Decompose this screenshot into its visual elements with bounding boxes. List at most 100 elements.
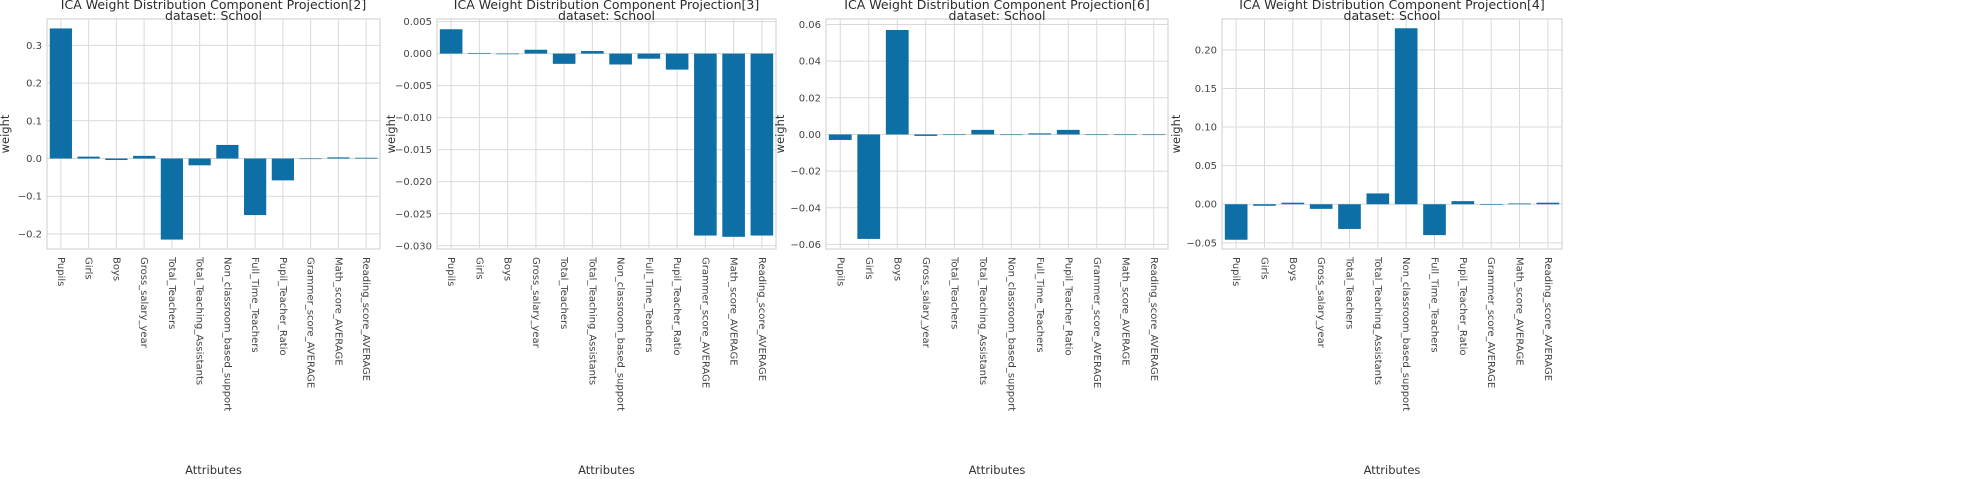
bar-0 bbox=[439, 29, 463, 54]
x-tick-label: Boys bbox=[1287, 257, 1298, 281]
y-tick-label: −0.02 bbox=[790, 167, 821, 178]
y-tick-label: −0.010 bbox=[395, 113, 432, 124]
y-axis-label: weight bbox=[1169, 114, 1183, 153]
y-tick-label: 0.04 bbox=[799, 57, 821, 68]
x-tick-label: Math_score_AVERAGE bbox=[1119, 257, 1130, 366]
y-tick-label: −0.1 bbox=[18, 192, 42, 203]
x-tick-label: Pupils bbox=[55, 257, 66, 286]
chart-title: ICA Weight Distribution Component Projec… bbox=[61, 0, 366, 12]
plot-area bbox=[1221, 18, 1563, 250]
bar-8 bbox=[665, 53, 689, 70]
x-tick-label: Boys bbox=[502, 257, 513, 281]
bar-10 bbox=[722, 53, 745, 237]
bar-2 bbox=[885, 29, 909, 135]
x-tick-label: Pupils bbox=[834, 257, 845, 286]
y-tick-label: −0.025 bbox=[395, 209, 432, 220]
bar-6 bbox=[609, 53, 632, 65]
y-tick-label: 0.06 bbox=[799, 20, 821, 31]
bar-2 bbox=[105, 158, 128, 161]
y-tick-label: −0.04 bbox=[790, 203, 821, 214]
x-tick-label: Girls bbox=[1259, 257, 1270, 280]
y-tick-label: 0.05 bbox=[1195, 161, 1217, 172]
bar-5 bbox=[581, 51, 604, 54]
y-tick-label: −0.030 bbox=[395, 241, 432, 252]
bar-6 bbox=[216, 144, 239, 159]
y-axis-label: weight bbox=[384, 114, 398, 153]
x-tick-label: Reading_score_AVERAGE bbox=[360, 257, 371, 381]
y-tick-label: 0.10 bbox=[1195, 123, 1217, 134]
x-tick-label: Full_Time_Teachers bbox=[1034, 257, 1045, 353]
y-tick-label: 0.2 bbox=[26, 79, 42, 90]
x-tick-label: Girls bbox=[863, 257, 874, 280]
bar-0 bbox=[49, 28, 72, 159]
x-tick-label: Total_Teaching_Assistants bbox=[586, 256, 597, 385]
bar-3 bbox=[133, 155, 156, 159]
bar-0 bbox=[828, 134, 852, 140]
chart-panel-2: 0.005 0.000 −0.005 −0.010 −0.015 −0.020 −0.025… bbox=[384, 0, 777, 477]
bar-0 bbox=[1224, 204, 1248, 240]
y-tick-label: 0.02 bbox=[799, 93, 821, 104]
y-tick-label: 0.00 bbox=[1195, 200, 1217, 211]
y-axis-label: weight bbox=[773, 114, 787, 153]
x-tick-label: Non_classroom_based_support bbox=[1400, 257, 1411, 411]
x-tick-label: Total_Teaching_Assistants bbox=[1372, 256, 1383, 385]
chart-title: ICA Weight Distribution Component Projec… bbox=[1239, 0, 1544, 12]
x-tick-label: Gross_salary_year bbox=[530, 257, 541, 349]
bar-6 bbox=[1394, 28, 1418, 205]
x-tick-label: Gross_salary_year bbox=[920, 257, 931, 349]
x-tick-label: Grammer_score_AVERAGE bbox=[305, 257, 316, 388]
x-tick-label: Reading_score_AVERAGE bbox=[1148, 257, 1159, 381]
x-tick-label: Full_Time_Teachers bbox=[1429, 257, 1440, 353]
bar-4 bbox=[552, 53, 576, 64]
x-tick-label: Total_Teachers bbox=[1344, 256, 1355, 329]
bar-10 bbox=[1508, 203, 1531, 205]
x-tick-label: Grammer_score_AVERAGE bbox=[1091, 257, 1102, 388]
bar-7 bbox=[1028, 133, 1052, 135]
bar-5 bbox=[971, 129, 995, 135]
x-tick-label: Total_Teaching_Assistants bbox=[977, 256, 988, 385]
x-tick-label: Pupil_Teacher_Ratio bbox=[671, 257, 682, 356]
bar-8 bbox=[1451, 201, 1475, 205]
x-tick-label: Non_classroom_based_support bbox=[221, 257, 232, 411]
bar-4 bbox=[942, 134, 966, 136]
chart-subtitle: dataset: School bbox=[165, 8, 262, 23]
x-tick-label: Full_Time_Teachers bbox=[249, 257, 260, 353]
x-tick-label: Pupils bbox=[445, 257, 456, 286]
bar-10 bbox=[1113, 134, 1137, 136]
x-tick-label: Total_Teachers bbox=[166, 256, 177, 329]
x-tick-label: Math_score_AVERAGE bbox=[1514, 257, 1525, 366]
chart-panel-3: 0.06 0.04 0.02 0.00 −0.02 −0.04 −0.06 Pupils Gir… bbox=[773, 0, 1169, 477]
bar-3 bbox=[524, 49, 548, 54]
x-tick-label: Grammer_score_AVERAGE bbox=[1485, 257, 1496, 388]
y-tick-label: −0.05 bbox=[1186, 238, 1217, 249]
plot-area bbox=[436, 18, 777, 250]
x-tick-label: Grammer_score_AVERAGE bbox=[699, 257, 710, 388]
y-tick-label: −0.005 bbox=[395, 81, 432, 92]
x-tick-label: Reading_score_AVERAGE bbox=[1542, 257, 1553, 381]
x-axis-label: Attributes bbox=[578, 463, 635, 477]
y-tick-label: 0.00 bbox=[799, 130, 821, 141]
y-tick-label: −0.020 bbox=[395, 177, 432, 188]
bar-3 bbox=[914, 134, 938, 136]
y-tick-label: 0.15 bbox=[1195, 84, 1217, 95]
bar-11 bbox=[750, 53, 774, 236]
bar-4 bbox=[160, 158, 183, 240]
x-tick-label: Pupil_Teacher_Ratio bbox=[277, 257, 288, 356]
x-tick-label: Total_Teachers bbox=[558, 256, 569, 329]
bar-1 bbox=[857, 134, 881, 239]
y-tick-label: −0.015 bbox=[395, 145, 432, 156]
x-tick-label: Boys bbox=[891, 257, 902, 281]
bar-9 bbox=[694, 53, 717, 236]
plot-area bbox=[46, 18, 381, 250]
x-tick-label: Math_score_AVERAGE bbox=[728, 257, 739, 366]
bar-1 bbox=[468, 52, 491, 54]
bar-11 bbox=[1536, 202, 1560, 205]
bar-5 bbox=[188, 158, 211, 166]
x-axis-label: Attributes bbox=[185, 463, 242, 477]
x-tick-label: Full_Time_Teachers bbox=[643, 257, 654, 353]
chart-subtitle: dataset: School bbox=[1344, 8, 1441, 23]
y-tick-label: 0.20 bbox=[1195, 45, 1217, 56]
bar-1 bbox=[1253, 204, 1276, 206]
bar-9 bbox=[1479, 204, 1503, 205]
